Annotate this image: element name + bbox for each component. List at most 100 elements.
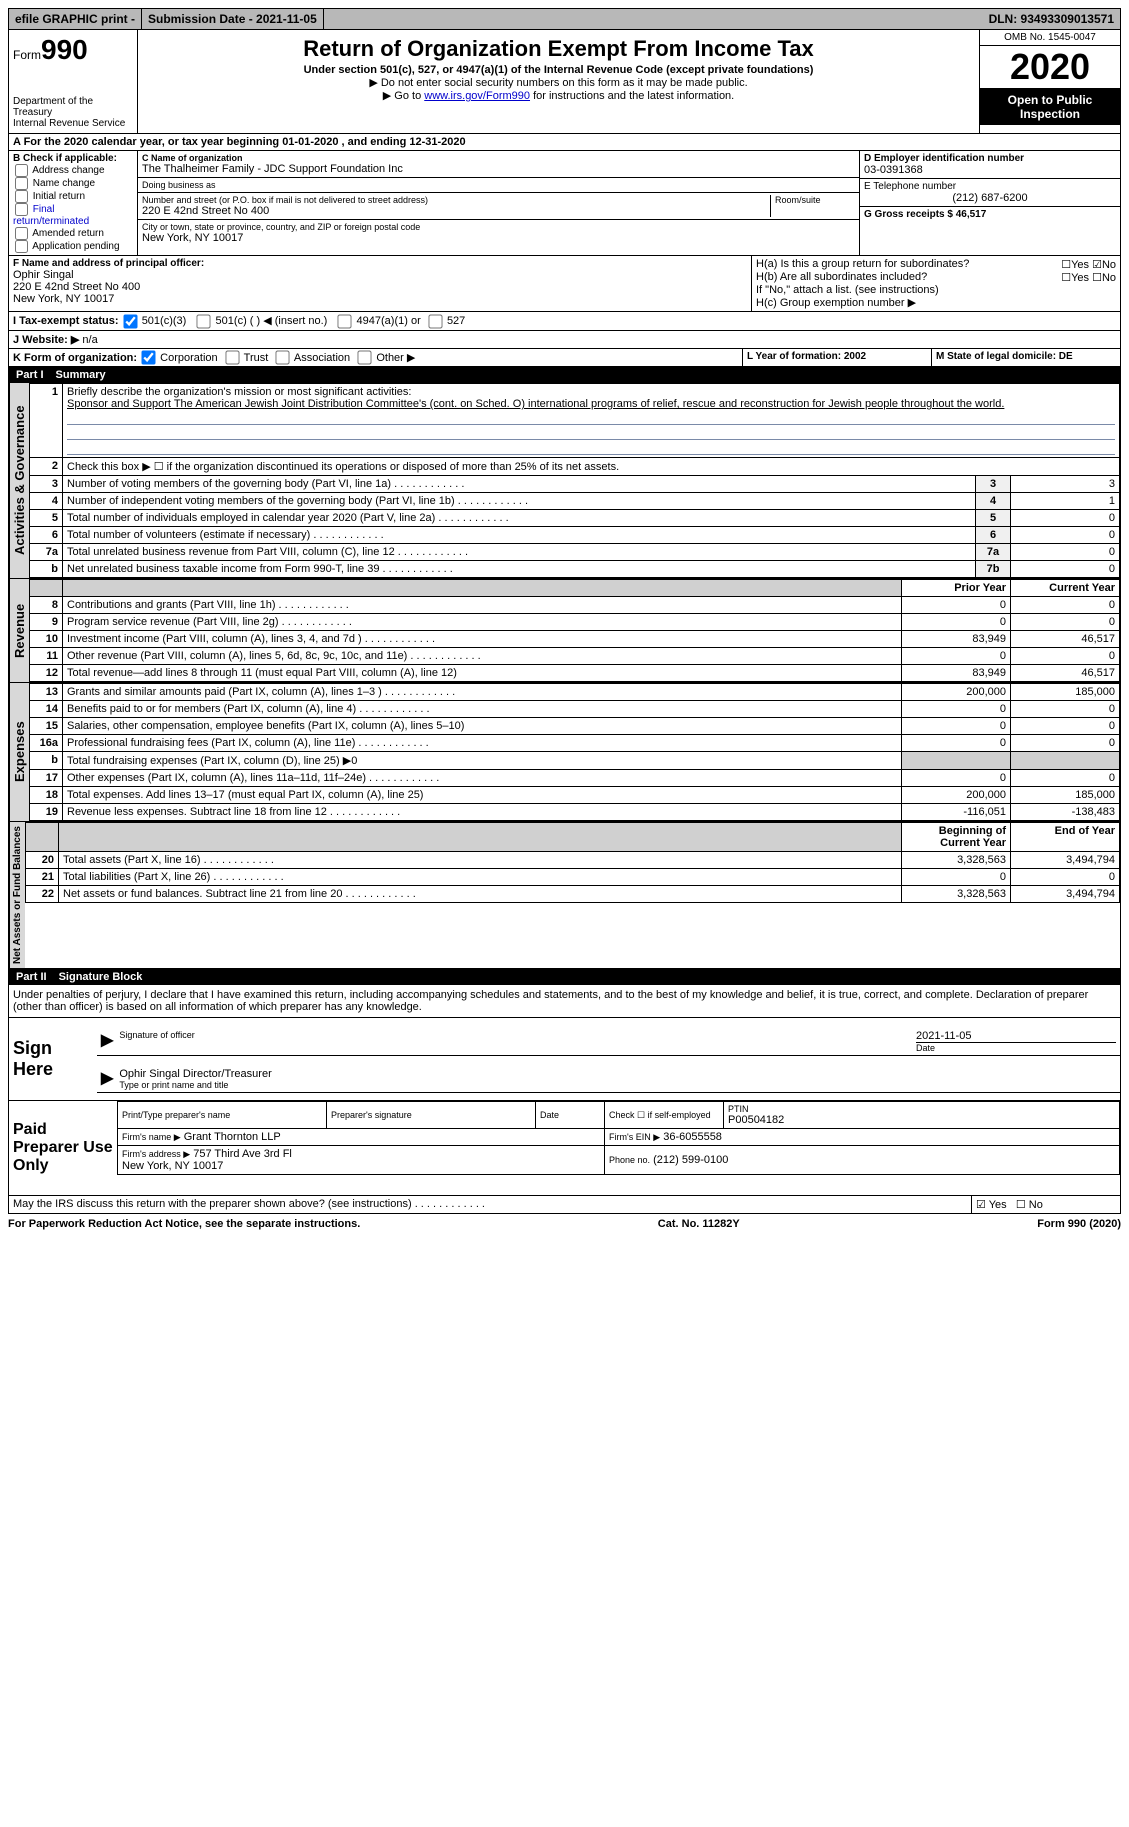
officer-printed-name: Ophir Singal Director/Treasurer bbox=[119, 1068, 1116, 1080]
section-k: K Form of organization: Corporation Trus… bbox=[9, 349, 743, 367]
cb-501c3[interactable] bbox=[123, 314, 137, 328]
sign-here-label: Sign Here bbox=[9, 1018, 97, 1100]
table-row: 15Salaries, other compensation, employee… bbox=[30, 718, 1120, 735]
arrow-icon: ▶ bbox=[101, 1068, 113, 1090]
sig-date-label: Date bbox=[916, 1043, 1116, 1053]
page-footer: For Paperwork Reduction Act Notice, see … bbox=[8, 1214, 1121, 1230]
table-row: 11Other revenue (Part VIII, column (A), … bbox=[30, 648, 1120, 665]
cb-trust[interactable] bbox=[225, 351, 239, 365]
department: Department of the Treasury Internal Reve… bbox=[13, 96, 133, 129]
section-deg: D Employer identification number 03-0391… bbox=[860, 151, 1120, 255]
table-row: 8Contributions and grants (Part VIII, li… bbox=[30, 597, 1120, 614]
table-row: 9Program service revenue (Part VIII, lin… bbox=[30, 614, 1120, 631]
cb-amended[interactable]: Amended return bbox=[13, 227, 133, 240]
table-row: 14Benefits paid to or for members (Part … bbox=[30, 701, 1120, 718]
ptin-label: PTIN bbox=[728, 1104, 1115, 1114]
section-l: L Year of formation: 2002 bbox=[743, 349, 932, 367]
table-row: 21Total liabilities (Part X, line 26)00 bbox=[26, 869, 1120, 886]
table-row: 10Investment income (Part VIII, column (… bbox=[30, 631, 1120, 648]
expenses-label: Expenses bbox=[9, 683, 29, 821]
table-row: bTotal fundraising expenses (Part IX, co… bbox=[30, 752, 1120, 770]
table-row: 16aProfessional fundraising fees (Part I… bbox=[30, 735, 1120, 752]
identity-row: B Check if applicable: Address change Na… bbox=[8, 151, 1121, 256]
part2-header: Part II Signature Block bbox=[8, 969, 1121, 985]
prep-sig-label: Preparer's signature bbox=[331, 1110, 531, 1120]
ein-value: 03-0391368 bbox=[864, 164, 1116, 176]
governance-label: Activities & Governance bbox=[9, 383, 29, 578]
section-j: J Website: ▶ n/a bbox=[9, 331, 1120, 348]
cb-corp[interactable] bbox=[141, 351, 155, 365]
irs-link[interactable]: www.irs.gov/Form990 bbox=[424, 90, 530, 102]
begin-year-header: Beginning of Current Year bbox=[902, 823, 1011, 852]
arrow-icon: ▶ bbox=[101, 1030, 113, 1053]
table-row: 18Total expenses. Add lines 13–17 (must … bbox=[30, 787, 1120, 804]
h-a-answer[interactable]: ☐Yes ☑No bbox=[1061, 258, 1116, 271]
net-assets-section: Net Assets or Fund Balances Beginning of… bbox=[8, 822, 1121, 969]
cb-final-return[interactable]: Final return/terminated bbox=[13, 203, 133, 227]
prep-name-label: Print/Type preparer's name bbox=[122, 1110, 322, 1120]
revenue-label: Revenue bbox=[9, 579, 29, 682]
firm-phone: (212) 599-0100 bbox=[653, 1154, 728, 1166]
cb-assoc[interactable] bbox=[276, 351, 290, 365]
org-name-label: C Name of organization bbox=[142, 153, 855, 163]
form-header: Form990 Department of the Treasury Inter… bbox=[8, 30, 1121, 134]
table-row: 4Number of independent voting members of… bbox=[30, 493, 1120, 510]
phone-label: E Telephone number bbox=[864, 181, 1116, 192]
preparer-table: Print/Type preparer's name Preparer's si… bbox=[117, 1101, 1120, 1175]
footer-left: For Paperwork Reduction Act Notice, see … bbox=[8, 1218, 360, 1230]
section-m: M State of legal domicile: DE bbox=[932, 349, 1120, 367]
firm-ein: 36-6055558 bbox=[663, 1131, 722, 1143]
form-title: Return of Organization Exempt From Incom… bbox=[142, 36, 975, 62]
tax-period-row: A For the 2020 calendar year, or tax yea… bbox=[8, 134, 1121, 151]
opt-trust: Trust bbox=[244, 352, 269, 364]
org-name: The Thalheimer Family - JDC Support Foun… bbox=[142, 163, 855, 175]
h-a-label: H(a) Is this a group return for subordin… bbox=[756, 258, 969, 271]
dln: DLN: 93493309013571 bbox=[983, 9, 1120, 29]
tax-year: 2020 bbox=[980, 46, 1120, 89]
opt-corp: Corporation bbox=[160, 352, 217, 364]
street-label: Number and street (or P.O. box if mail i… bbox=[142, 195, 770, 205]
opt-501c3: 501(c)(3) bbox=[142, 315, 187, 327]
street: 220 E 42nd Street No 400 bbox=[142, 205, 770, 217]
table-row: 13Grants and similar amounts paid (Part … bbox=[30, 684, 1120, 701]
table-row: 7aTotal unrelated business revenue from … bbox=[30, 544, 1120, 561]
cb-pending[interactable]: Application pending bbox=[13, 240, 133, 253]
cb-initial-return[interactable]: Initial return bbox=[13, 190, 133, 203]
website-value: n/a bbox=[82, 334, 97, 346]
footer-mid: Cat. No. 11282Y bbox=[658, 1218, 740, 1230]
section-klm-row: K Form of organization: Corporation Trus… bbox=[8, 349, 1121, 368]
form-subtitle: Under section 501(c), 527, or 4947(a)(1)… bbox=[142, 64, 975, 76]
cb-501c[interactable] bbox=[197, 314, 211, 328]
opt-assoc: Association bbox=[294, 352, 350, 364]
cb-address-change[interactable]: Address change bbox=[13, 164, 133, 177]
section-b-heading: B Check if applicable: bbox=[13, 153, 133, 164]
website-label: J Website: ▶ bbox=[13, 334, 79, 346]
cb-4947[interactable] bbox=[338, 314, 352, 328]
submission-date: Submission Date - 2021-11-05 bbox=[142, 9, 324, 29]
firm-addr-label: Firm's address ▶ bbox=[122, 1149, 190, 1159]
expenses-table: 13Grants and similar amounts paid (Part … bbox=[29, 683, 1120, 821]
h-b-answer[interactable]: ☐Yes ☐No bbox=[1061, 271, 1116, 284]
firm-name-label: Firm's name ▶ bbox=[122, 1132, 181, 1142]
end-year-header: End of Year bbox=[1011, 823, 1120, 852]
cb-name-change[interactable]: Name change bbox=[13, 177, 133, 190]
part2-title: Part II bbox=[16, 971, 47, 983]
table-row: 6Total number of volunteers (estimate if… bbox=[30, 527, 1120, 544]
discuss-label: May the IRS discuss this return with the… bbox=[13, 1198, 485, 1210]
section-f: F Name and address of principal officer:… bbox=[9, 256, 752, 311]
section-c: C Name of organization The Thalheimer Fa… bbox=[138, 151, 860, 255]
part2-name: Signature Block bbox=[59, 971, 143, 983]
room-label: Room/suite bbox=[770, 195, 855, 217]
efile-print[interactable]: efile GRAPHIC print - bbox=[9, 9, 142, 29]
cb-other[interactable] bbox=[358, 351, 372, 365]
firm-name: Grant Thornton LLP bbox=[184, 1131, 281, 1143]
omb-number: OMB No. 1545-0047 bbox=[980, 30, 1120, 46]
current-year-header: Current Year bbox=[1011, 580, 1120, 597]
discuss-answer[interactable]: ☑ Yes ☐ No bbox=[972, 1196, 1120, 1213]
q1-label: Briefly describe the organization's miss… bbox=[67, 386, 1115, 398]
officer-label: F Name and address of principal officer: bbox=[13, 258, 747, 269]
self-employed[interactable]: Check ☐ if self-employed bbox=[605, 1102, 724, 1129]
officer-row: F Name and address of principal officer:… bbox=[8, 256, 1121, 312]
cb-527[interactable] bbox=[428, 314, 442, 328]
h-b-label: H(b) Are all subordinates included? bbox=[756, 271, 927, 284]
